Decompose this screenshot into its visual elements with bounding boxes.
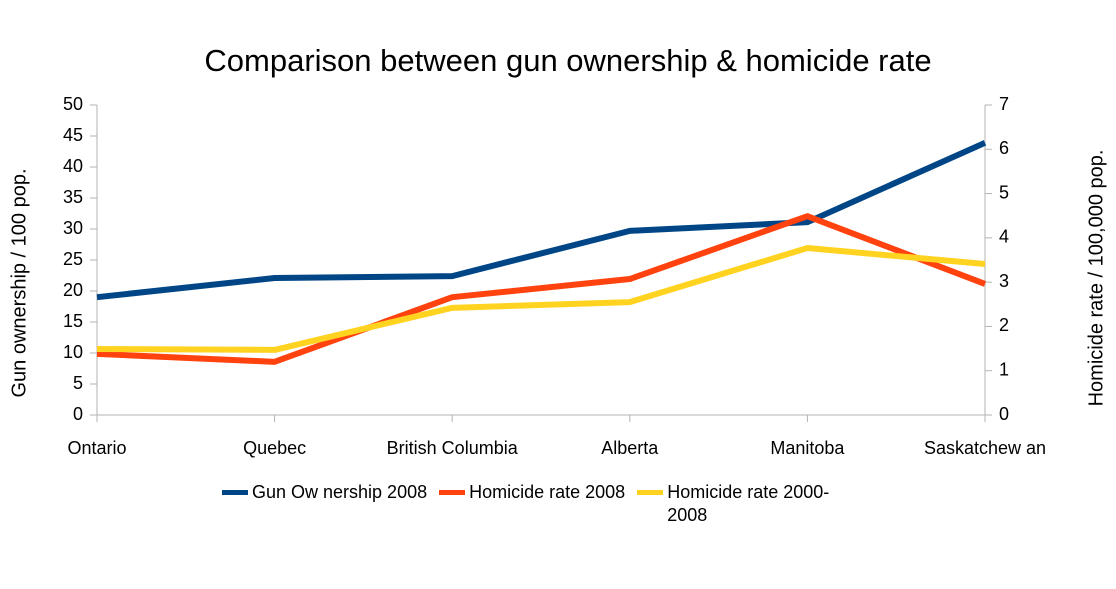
y2-tick-label: 4 [999, 227, 1009, 247]
series-line [96, 245, 986, 353]
x-tick-label: Quebec [243, 438, 306, 458]
legend-item: Homicide rate 2000-2008 [637, 481, 867, 527]
legend-label: Homicide rate 2000-2008 [667, 482, 830, 525]
y2-tick-label: 7 [999, 94, 1009, 114]
y2-tick-label: 5 [999, 182, 1009, 202]
y-tick-label: 40 [63, 156, 83, 176]
x-tick-label: Alberta [601, 438, 659, 458]
legend-item: Gun Ow nership 2008 [222, 481, 427, 504]
y-tick-label: 25 [63, 249, 83, 269]
legend-label: Homicide rate 2008 [469, 482, 626, 502]
series-line [96, 213, 987, 365]
y-tick-label: 10 [63, 342, 83, 362]
y2-tick-label: 1 [999, 359, 1009, 379]
y-tick-label: 0 [73, 404, 83, 424]
y-tick-label: 50 [63, 94, 83, 114]
y2-tick-label: 3 [999, 271, 1009, 291]
y-tick-label: 20 [63, 280, 83, 300]
series-line [96, 140, 987, 301]
chart-title: Comparison between gun ownership & homic… [204, 43, 931, 78]
legend-swatch [439, 490, 466, 495]
y2-tick-label: 0 [999, 404, 1009, 424]
x-tick-label: Manitoba [770, 438, 845, 458]
legend-swatch [222, 490, 248, 495]
y-tick-label: 45 [63, 125, 83, 145]
y-tick-label: 5 [73, 373, 83, 393]
x-tick-label: British Columbia [387, 438, 519, 458]
y2-tick-label: 6 [999, 138, 1009, 158]
legend-swatch [637, 490, 664, 495]
x-tick-label: Ontario [67, 438, 126, 458]
y-tick-label: 15 [63, 311, 83, 331]
y2-axis-title: Homicide rate / 100,000 pop. [1085, 150, 1107, 407]
y2-tick-label: 2 [999, 315, 1009, 335]
y-tick-label: 30 [63, 218, 83, 238]
legend-label: Gun Ow nership 2008 [252, 482, 428, 502]
legend-item: Homicide rate 2008 [439, 481, 625, 504]
y-axis-title: Gun ownership / 100 pop. [8, 168, 30, 397]
y-tick-label: 35 [63, 187, 83, 207]
legend: Gun Ow nership 2008 Homicide rate 2008 Hom… [222, 481, 879, 527]
x-tick-label: Saskatchew an [924, 438, 1046, 458]
